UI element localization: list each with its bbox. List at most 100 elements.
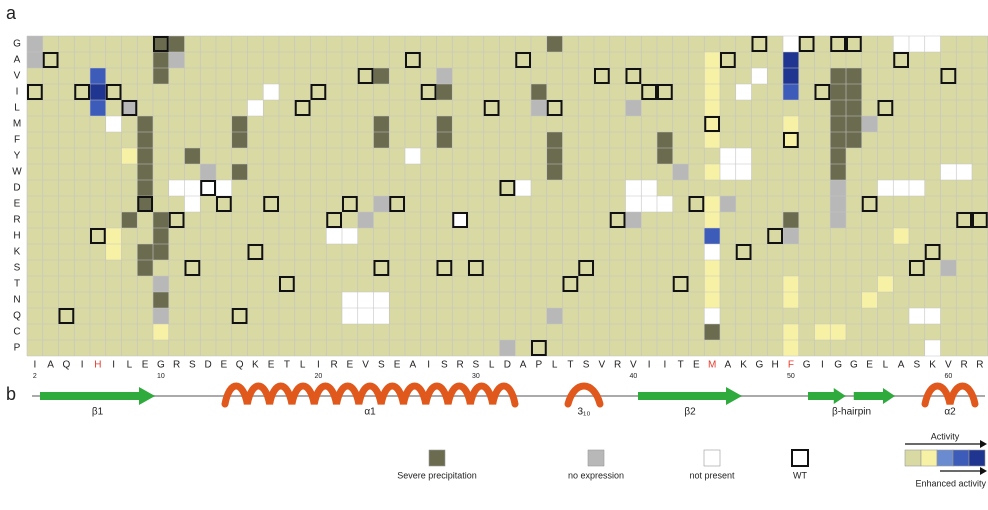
wt-box [798, 36, 815, 52]
cell [893, 36, 909, 52]
cell [704, 52, 720, 68]
cell [751, 68, 768, 84]
cell [137, 148, 153, 164]
residue-label: I [648, 360, 651, 371]
wt-box [74, 84, 90, 100]
residue-label: D [205, 360, 212, 371]
row-label: G [13, 39, 21, 50]
residue-label: Q [236, 360, 244, 371]
strand [638, 387, 742, 405]
cell [783, 212, 799, 228]
cell [90, 84, 106, 100]
cell [940, 164, 957, 180]
residue-label: T [284, 360, 290, 371]
cell [373, 292, 390, 308]
residue-label: A [725, 360, 732, 371]
wt-box [294, 100, 311, 116]
wt-box [342, 196, 358, 212]
cell [846, 84, 862, 100]
panel-label: b [6, 384, 16, 404]
cell [231, 164, 248, 180]
residue-label: R [331, 360, 338, 371]
strand [808, 388, 846, 404]
row-label: Q [13, 311, 21, 322]
cell [877, 180, 894, 196]
residue-label: L [489, 360, 495, 371]
wt-box [405, 52, 421, 68]
legend-label: no expression [568, 470, 624, 480]
cell [200, 180, 216, 196]
cell [153, 308, 169, 324]
strand [853, 388, 895, 404]
helix [221, 382, 519, 408]
wt-box [200, 180, 216, 196]
wt-box [720, 52, 736, 68]
wt-box [216, 196, 232, 212]
residue-label: I [81, 360, 84, 371]
wt-box [783, 132, 799, 148]
cell [153, 276, 169, 292]
wt-box [58, 308, 75, 324]
cell [184, 180, 201, 196]
residue-label: S [914, 360, 921, 371]
residue-label: I [112, 360, 115, 371]
row-label: Y [14, 151, 21, 162]
legend-swatch [428, 449, 446, 467]
cell [830, 116, 846, 132]
cell [373, 308, 390, 324]
wt-box [924, 244, 941, 260]
residue-label: K [929, 360, 936, 371]
wt-box [389, 196, 405, 212]
wt-box [909, 260, 925, 276]
wt-box [247, 244, 264, 260]
cell [373, 196, 390, 212]
cell [373, 132, 390, 148]
helix [564, 382, 604, 408]
cell [90, 100, 106, 116]
residue-label: S [378, 360, 385, 371]
cell [893, 228, 909, 244]
residue-label: T [567, 360, 573, 371]
wt-box [704, 116, 720, 132]
wt-box [452, 212, 468, 228]
wt-box [767, 228, 783, 244]
cell [153, 52, 169, 68]
cell [184, 196, 201, 212]
cell [105, 228, 122, 244]
residue-label: E [268, 360, 275, 371]
position-label: 60 [944, 373, 952, 380]
cell [830, 132, 846, 148]
cell [121, 148, 138, 164]
cell [531, 100, 547, 116]
cell [735, 148, 752, 164]
panel-label: a [6, 3, 17, 23]
cell [704, 212, 720, 228]
cell [846, 132, 862, 148]
helix [921, 382, 979, 408]
cell [200, 164, 216, 180]
residue-label: G [157, 360, 165, 371]
cell [625, 180, 642, 196]
residue-label: H [772, 360, 779, 371]
wt-box [594, 68, 610, 84]
wt-box [263, 196, 279, 212]
structure-label: β2 [684, 407, 696, 418]
wt-box [326, 212, 342, 228]
cell [704, 324, 720, 340]
residue-label: A [520, 360, 527, 371]
scale-swatch [952, 449, 970, 467]
cell [531, 84, 547, 100]
cell [452, 212, 468, 228]
wt-box [27, 84, 43, 100]
wt-box [42, 52, 59, 68]
cell [137, 260, 153, 276]
cell [783, 340, 799, 356]
wt-box [90, 228, 106, 244]
cell [830, 148, 846, 164]
cell [657, 196, 673, 212]
cell [924, 36, 941, 52]
cell [783, 84, 799, 100]
cell [861, 292, 878, 308]
cell [515, 180, 531, 196]
